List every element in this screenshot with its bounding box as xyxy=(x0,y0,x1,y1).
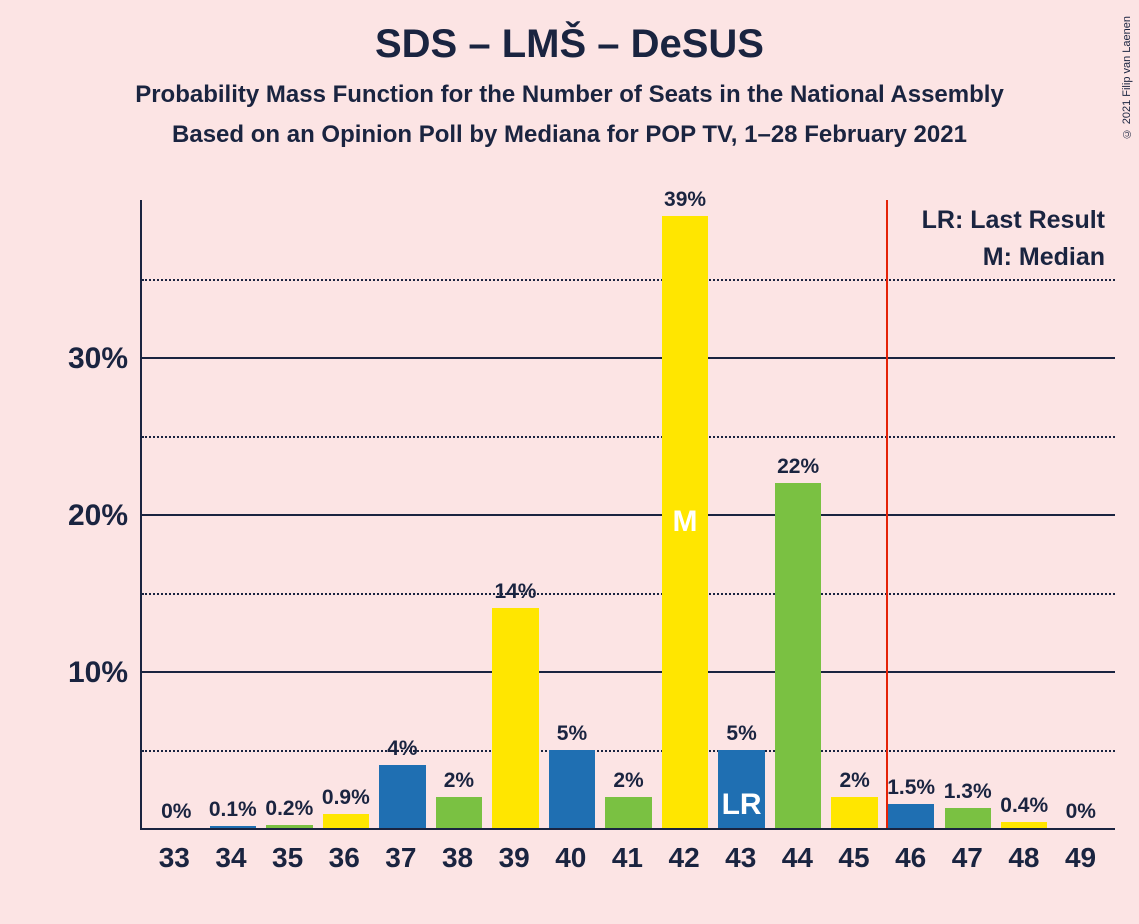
bar-slot: 1.5% xyxy=(883,200,940,828)
x-axis-tick: 37 xyxy=(373,830,430,890)
y-axis-label: 20% xyxy=(68,499,142,533)
bar: 0.1% xyxy=(210,826,256,828)
bar-slot: 0.4% xyxy=(996,200,1053,828)
bar-slot: 0.1% xyxy=(205,200,262,828)
x-axis-tick: 49 xyxy=(1052,830,1109,890)
bar-slot: 2% xyxy=(431,200,488,828)
bar: 0.9% xyxy=(323,814,369,828)
bar: 39%M xyxy=(662,216,708,828)
bar-slot: 2% xyxy=(600,200,657,828)
bar: 14% xyxy=(492,608,538,828)
bar-value-label: 0.4% xyxy=(1000,794,1048,818)
bar-slot: 22% xyxy=(770,200,827,828)
x-axis-tick: 45 xyxy=(826,830,883,890)
x-axis-tick: 48 xyxy=(996,830,1053,890)
bar-value-label: 5% xyxy=(557,722,587,746)
bar-inner-label: LR xyxy=(722,788,762,822)
bar: 0.2% xyxy=(266,825,312,828)
bar: 1.5% xyxy=(888,804,934,828)
bar-slot: 0.9% xyxy=(318,200,375,828)
bar-value-label: 0.9% xyxy=(322,786,370,810)
bar-value-label: 0.1% xyxy=(209,798,257,822)
bar-slot: 39%M xyxy=(657,200,714,828)
y-axis-label: 30% xyxy=(68,342,142,376)
bar: 2% xyxy=(831,797,877,828)
x-axis-tick: 38 xyxy=(429,830,486,890)
plot-area: 10%20%30% LR: Last Result M: Median 0%0.… xyxy=(140,200,1115,830)
x-axis-tick: 33 xyxy=(146,830,203,890)
x-axis-tick: 42 xyxy=(656,830,713,890)
bar-value-label: 14% xyxy=(494,580,536,604)
bar: 5% xyxy=(549,750,595,829)
x-axis-tick: 39 xyxy=(486,830,543,890)
x-axis-tick: 41 xyxy=(599,830,656,890)
x-axis-tick: 35 xyxy=(259,830,316,890)
bar-value-label: 0% xyxy=(161,800,191,824)
x-axis-tick: 46 xyxy=(882,830,939,890)
bar-slot: 5% LR xyxy=(713,200,770,828)
x-axis-tick: 34 xyxy=(203,830,260,890)
bar: 1.3% xyxy=(945,808,991,828)
bar: 2% xyxy=(436,797,482,828)
majority-vline xyxy=(886,200,888,828)
x-axis-tick: 47 xyxy=(939,830,996,890)
bar-slot: 14% xyxy=(487,200,544,828)
chart-container: 10%20%30% LR: Last Result M: Median 0%0.… xyxy=(55,200,1115,890)
x-axis-tick: 43 xyxy=(712,830,769,890)
x-axis: 3334353637383940414243444546474849 xyxy=(140,830,1115,890)
bar-inner-label: M xyxy=(673,505,698,539)
bar-value-label: 0% xyxy=(1066,800,1096,824)
bar: 22% xyxy=(775,483,821,828)
x-axis-tick: 36 xyxy=(316,830,373,890)
bar-value-label: 2% xyxy=(839,769,869,793)
bars-group: 0%0.1%0.2%0.9%4%2%14%5%2%39%M5%LR22%2%1.… xyxy=(142,200,1115,828)
bar-value-label: 2% xyxy=(613,769,643,793)
x-axis-tick: 40 xyxy=(542,830,599,890)
bar-value-label: 39% xyxy=(664,188,706,212)
y-axis-label: 10% xyxy=(68,656,142,690)
bar-value-label: 0.2% xyxy=(265,797,313,821)
bar: 0.4% xyxy=(1001,822,1047,828)
chart-subtitle-1: Probability Mass Function for the Number… xyxy=(0,81,1139,109)
bar-slot: 1.3% xyxy=(939,200,996,828)
bar-slot: 0% xyxy=(148,200,205,828)
bar-slot: 2% xyxy=(826,200,883,828)
bar-value-label: 22% xyxy=(777,455,819,479)
bar-value-label: 4% xyxy=(387,737,417,761)
bar-value-label: 1.5% xyxy=(887,776,935,800)
bar-slot: 5% xyxy=(544,200,601,828)
x-axis-tick: 44 xyxy=(769,830,826,890)
bar: 2% xyxy=(605,797,651,828)
chart-title: SDS – LMŠ – DeSUS xyxy=(0,0,1139,67)
bar-value-label: 1.3% xyxy=(944,780,992,804)
bar-value-label: 2% xyxy=(444,769,474,793)
bar: 4% xyxy=(379,765,425,828)
bar-slot: 0% xyxy=(1053,200,1110,828)
bar: 5%LR xyxy=(718,750,764,829)
bar-slot: 4% xyxy=(374,200,431,828)
chart-subtitle-2: Based on an Opinion Poll by Mediana for … xyxy=(0,121,1139,149)
copyright-text: © 2021 Filip van Laenen xyxy=(1121,16,1133,139)
bar-slot: 0.2% xyxy=(261,200,318,828)
bar-value-label: 5% xyxy=(726,722,756,746)
